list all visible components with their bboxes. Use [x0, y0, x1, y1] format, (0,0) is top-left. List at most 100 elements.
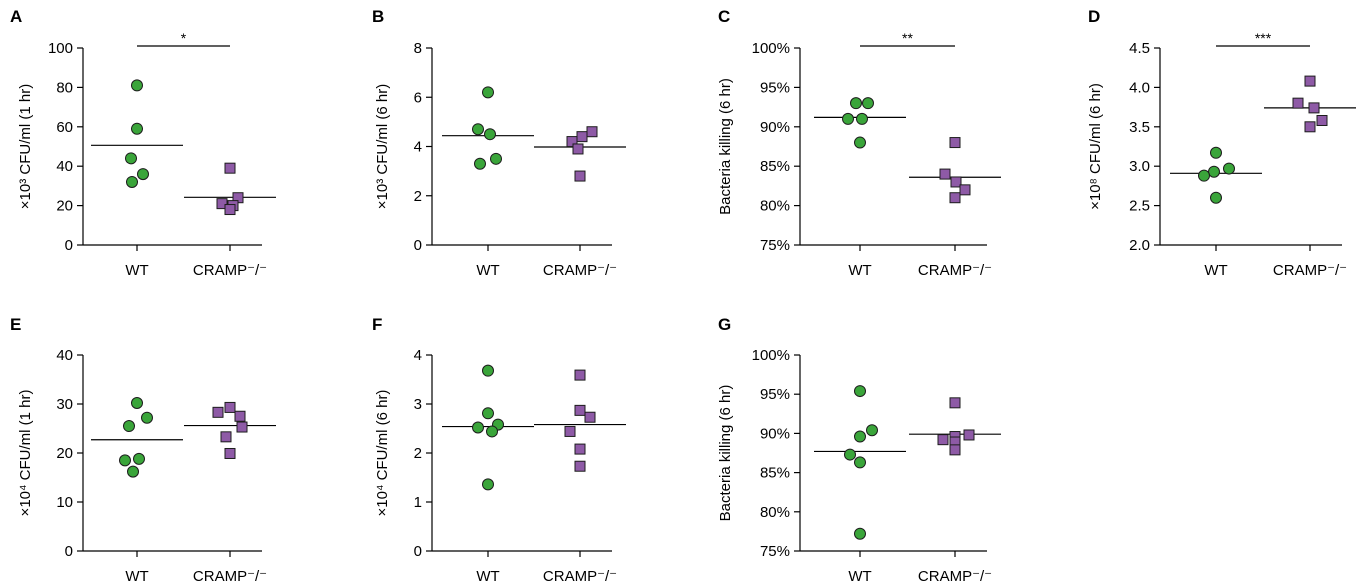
data-point-cramp	[216, 198, 228, 210]
y-tick-label: 80%	[760, 504, 790, 521]
data-point-wt	[1210, 191, 1222, 204]
y-tick-label: 20	[56, 445, 73, 462]
data-point-cramp	[949, 397, 961, 409]
y-tick-label: 4.5	[1129, 40, 1150, 57]
data-point-cramp	[576, 131, 588, 143]
data-point-wt	[854, 430, 866, 443]
data-point-wt	[486, 425, 498, 438]
data-point-cramp	[586, 126, 598, 138]
panel-a: A 0 20 40 60 80 100 WT CRAMP⁻/⁻ ×10³ CFU/ml (1 hr…	[10, 7, 276, 279]
data-point-cramp	[1304, 75, 1316, 87]
y-tick-label: 2	[414, 445, 422, 462]
y-tick-label: 100	[48, 40, 73, 57]
y-axis-label: ×10⁴ CFU/ml (1 hr)	[17, 390, 34, 517]
data-point-wt	[484, 128, 496, 141]
panel-letter: A	[10, 7, 22, 26]
y-tick-label: 0	[65, 543, 73, 560]
data-point-wt	[854, 456, 866, 469]
data-point-wt	[856, 112, 868, 125]
x-tick-label: WT	[125, 568, 148, 585]
data-point-cramp	[949, 137, 961, 149]
panel-b: B 0 2 4 6 8 WT CRAMP⁻/⁻ ×10³ CFU/ml (6 hr)	[372, 7, 626, 279]
x-tick-label: WT	[476, 568, 499, 585]
data-point-wt	[472, 123, 484, 136]
data-point-cramp	[574, 369, 586, 381]
y-axis-label: ×10⁴ CFU/ml (6 hr)	[374, 390, 391, 517]
data-point-wt	[131, 122, 143, 135]
x-tick-label: CRAMP⁻/⁻	[193, 262, 267, 279]
y-axis-label: ×10⁸ CFU/ml (6 hr)	[1087, 83, 1104, 210]
data-point-wt	[866, 424, 878, 437]
data-point-wt	[1208, 165, 1220, 178]
data-point-cramp	[939, 168, 951, 180]
data-point-wt	[133, 452, 145, 465]
y-tick-label: 95%	[760, 386, 790, 403]
y-tick-label: 75%	[760, 543, 790, 560]
data-point-cramp	[572, 143, 584, 155]
data-point-cramp	[1292, 97, 1304, 109]
y-tick-label: 4	[414, 139, 422, 156]
data-point-cramp	[236, 421, 248, 433]
data-point-wt	[862, 97, 874, 110]
data-point-wt	[472, 421, 484, 434]
data-point-cramp	[1316, 114, 1328, 126]
panel-letter: G	[718, 315, 731, 334]
panel-e: E 0 10 20 30 40 WT CRAMP⁻/⁻ ×10⁴ CFU/ml (1 hr)	[10, 315, 276, 585]
data-point-wt	[131, 397, 143, 410]
x-tick-label: WT	[476, 262, 499, 279]
data-point-wt	[126, 175, 138, 188]
y-axis-label: ×10³ CFU/ml (1 hr)	[17, 84, 34, 209]
x-tick-label: CRAMP⁻/⁻	[543, 568, 617, 585]
panel-c: C 75% 80% 85% 90% 95% 100% WT CRAMP⁻/⁻ Bacteria k…	[717, 7, 1001, 279]
data-point-wt	[1198, 169, 1210, 182]
significance-label: **	[902, 30, 913, 46]
x-tick-label: CRAMP⁻/⁻	[918, 262, 992, 279]
y-tick-label: 80	[56, 79, 73, 96]
y-tick-label: 40	[56, 158, 73, 175]
data-point-cramp	[574, 404, 586, 416]
data-point-cramp	[224, 447, 236, 459]
panel-d: D 2.0 2.5 3.0 3.5 4.0 4.5 WT CRAMP⁻/⁻ ×10⁸ CFU/ml…	[1087, 7, 1356, 279]
data-point-cramp	[224, 401, 236, 413]
data-point-wt	[474, 157, 486, 170]
data-point-wt	[482, 478, 494, 491]
x-tick-label: WT	[848, 568, 871, 585]
y-axis-label: ×10³ CFU/ml (6 hr)	[374, 84, 391, 209]
data-point-wt	[854, 136, 866, 149]
data-point-wt	[141, 411, 153, 424]
panel-letter: F	[372, 315, 382, 334]
data-point-cramp	[574, 443, 586, 455]
significance-label: *	[181, 30, 187, 46]
y-tick-label: 4	[414, 347, 422, 364]
data-point-wt	[119, 454, 131, 467]
data-point-cramp	[566, 136, 578, 148]
y-tick-label: 3.5	[1129, 119, 1150, 136]
data-point-wt	[1210, 146, 1222, 159]
significance-label: ***	[1255, 30, 1272, 46]
y-tick-label: 2	[414, 188, 422, 205]
data-point-wt	[850, 97, 862, 110]
y-tick-label: 6	[414, 89, 422, 106]
panel-letter: E	[10, 315, 21, 334]
data-point-cramp	[234, 410, 246, 422]
data-point-wt	[854, 527, 866, 540]
data-point-wt	[131, 79, 143, 92]
y-tick-label: 60	[56, 119, 73, 136]
data-point-wt	[123, 420, 135, 433]
y-tick-label: 3.0	[1129, 158, 1150, 175]
y-tick-label: 20	[56, 198, 73, 215]
panel-letter: B	[372, 7, 384, 26]
y-tick-label: 8	[414, 40, 422, 57]
y-tick-label: 30	[56, 396, 73, 413]
data-point-wt	[125, 152, 137, 165]
data-point-cramp	[949, 192, 961, 204]
data-point-wt	[1223, 162, 1235, 175]
data-point-cramp	[1304, 121, 1316, 133]
panel-g: G 75% 80% 85% 90% 95% 100% WT CRAMP⁻/⁻ Bacteria k…	[717, 315, 1001, 585]
panel-letter: D	[1088, 7, 1100, 26]
data-point-cramp	[212, 406, 224, 418]
x-tick-label: CRAMP⁻/⁻	[543, 262, 617, 279]
y-tick-label: 4.0	[1129, 79, 1150, 96]
x-tick-label: WT	[125, 262, 148, 279]
